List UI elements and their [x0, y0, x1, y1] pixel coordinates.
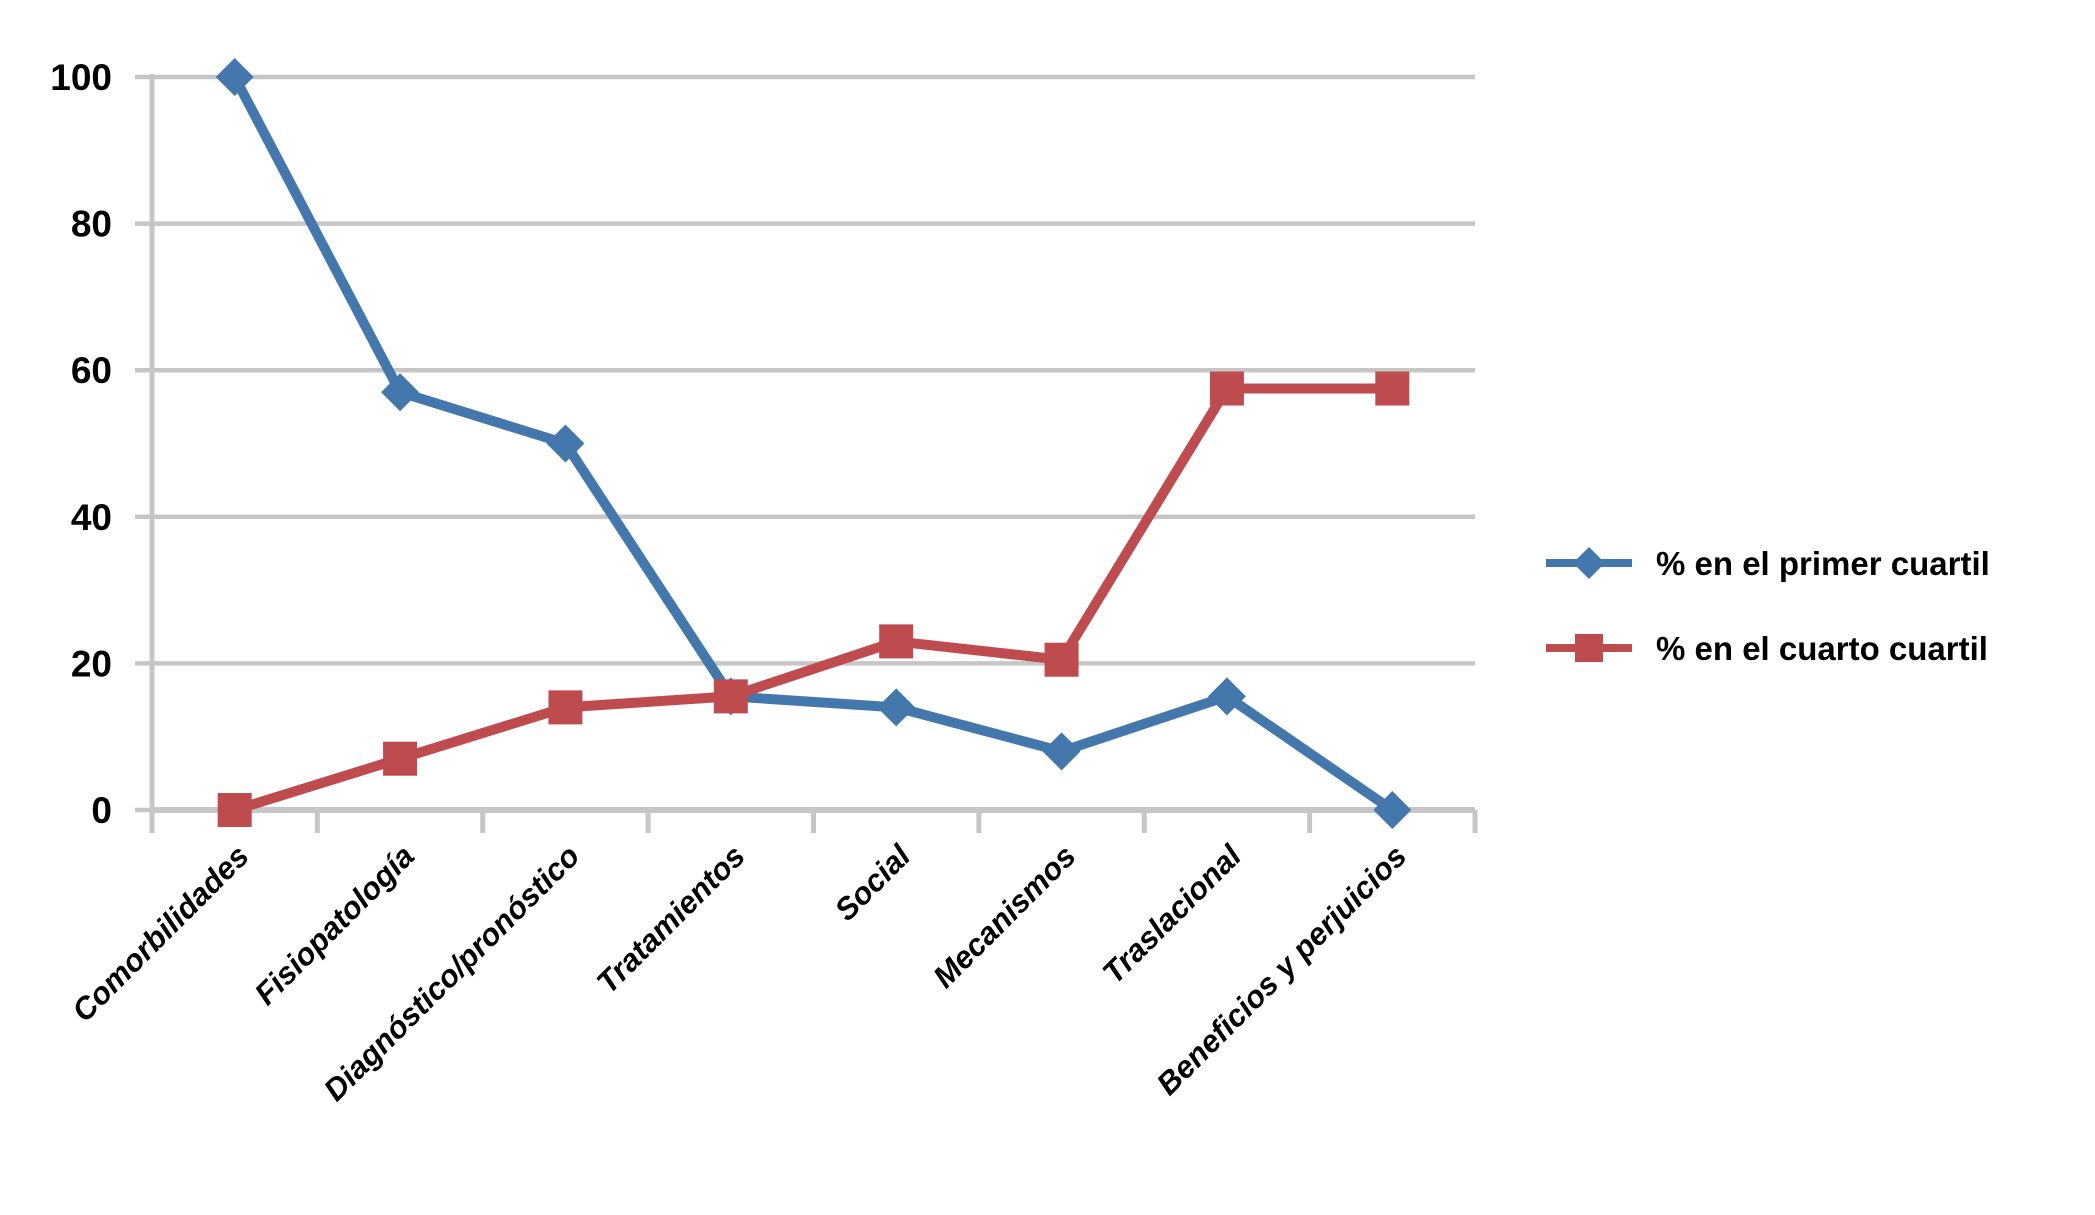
x-axis-label-fisiopatolog-a: Fisiopatología [248, 838, 421, 1011]
marker-diamond-comorbilidades [215, 58, 254, 96]
y-axis-label-80: 80 [71, 204, 112, 245]
marker-diamond-fisiopatolog-a [381, 373, 420, 412]
marker-diamond-traslacional [1207, 677, 1246, 716]
x-axis-label-tratamientos: Tratamientos [590, 838, 752, 1000]
y-axis-label-20: 20 [71, 643, 112, 684]
x-axis-label-comorbilidades: Comorbilidades [65, 838, 255, 1028]
marker-square-diagn-stico-pron-stico [548, 690, 583, 725]
y-axis-label-60: 60 [71, 350, 112, 391]
y-axis-label-40: 40 [71, 497, 112, 538]
marker-square-tratamientos [713, 679, 748, 714]
marker-square-fisiopatolog-a [383, 741, 418, 776]
x-axis-label-social: Social [828, 837, 918, 927]
marker-square-social [879, 624, 914, 659]
series-line-en-el-cuarto-cuartil [229, 383, 1398, 815]
y-axis-label-100: 100 [50, 57, 112, 98]
marker-square-comorbilidades [217, 793, 252, 827]
legend: % en el primer cuartil % en el cuarto cua… [1546, 545, 1990, 667]
legend-item-en-el-cuarto-cuartil: % en el cuarto cuartil [1546, 630, 1988, 667]
marker-square-traslacional [1209, 371, 1244, 406]
marker-diamond-social [877, 688, 916, 727]
marker-square-mecanismos [1044, 642, 1079, 677]
series-en-el-cuarto-cuartil [217, 371, 1410, 827]
x-axis-label-mecanismos: Mecanismos [926, 838, 1082, 994]
x-axis-label-traslacional: Traslacional [1096, 837, 1249, 990]
legend-square-icon [1575, 634, 1603, 662]
marker-square-beneficios-y-perjuicios [1375, 371, 1410, 406]
legend-diamond-icon [1573, 547, 1605, 579]
legend-label-en-el-primer-cuartil: % en el primer cuartil [1656, 545, 1990, 582]
marker-diamond-diagn-stico-pron-stico [546, 424, 585, 463]
legend-item-en-el-primer-cuartil: % en el primer cuartil [1546, 545, 1990, 582]
marker-diamond-mecanismos [1042, 732, 1081, 771]
legend-label-en-el-cuarto-cuartil: % en el cuarto cuartil [1656, 630, 1988, 667]
y-axis-label-0: 0 [91, 790, 112, 831]
marker-diamond-beneficios-y-perjuicios [1373, 791, 1412, 829]
series-line-en-el-primer-cuartil [229, 72, 1398, 815]
series-en-el-primer-cuartil [215, 58, 1412, 829]
